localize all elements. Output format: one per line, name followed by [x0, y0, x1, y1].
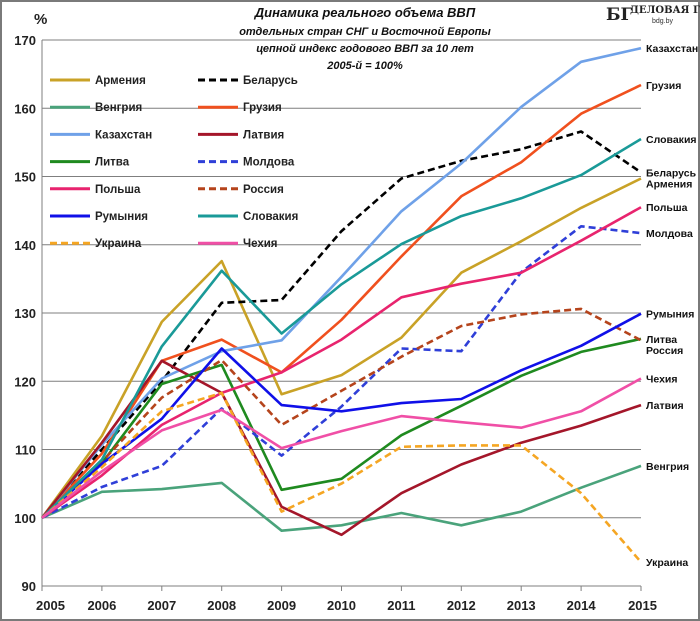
series-line-8: [41, 206, 642, 519]
y-tick-label-170: 170: [14, 33, 36, 48]
y-tick-label-150: 150: [14, 170, 36, 185]
logo-url: bdg.by: [652, 18, 674, 25]
series-line-5: [40, 359, 642, 537]
x-tick-labels: 2005 2006 2007 2008 2009 2010 2011 2012 2013 2014…: [36, 598, 657, 613]
series-end-label-4: Казахстан: [646, 43, 698, 55]
series-lines: [40, 46, 642, 563]
legend-label-11: Словакия: [243, 211, 298, 223]
x-tick-label-2012: 2012: [447, 598, 476, 613]
series-end-label-8: Польша: [646, 202, 688, 214]
legend-label-5: Латвия: [243, 129, 284, 141]
y-axis-unit-label: %: [34, 11, 47, 28]
legend-label-6: Литва: [95, 157, 130, 169]
gridlines: [42, 39, 641, 587]
series-end-label-12: Украина: [646, 557, 688, 569]
y-tick-label-110: 110: [15, 443, 36, 458]
series-line-12: [41, 391, 642, 563]
chart-title: Динамика реального объема ВВП: [254, 5, 476, 20]
series-end-label-6: Литва: [646, 334, 677, 346]
series-end-label-1: Беларусь: [646, 167, 697, 179]
series-end-label-13: Чехия: [646, 374, 678, 386]
series-end-label-9: Россия: [646, 345, 683, 357]
series-line-9: [41, 307, 642, 519]
legend-label-2: Венгрия: [95, 102, 142, 114]
series-line-13: [41, 377, 642, 519]
legend-label-12: Украина: [95, 238, 142, 250]
x-tick-label-2006: 2006: [87, 598, 116, 613]
x-tick-label-2009: 2009: [267, 598, 296, 613]
y-tick-labels: 90 100 110 120 130 140 150 160 170: [14, 33, 36, 594]
legend-label-9: Россия: [243, 184, 284, 196]
series-end-label-2: Венгрия: [646, 461, 689, 473]
x-tick-label-2008: 2008: [207, 598, 236, 613]
series-line-6: [41, 337, 642, 519]
y-tick-label-120: 120: [14, 374, 36, 389]
series-line-1: [41, 130, 642, 519]
legend: Армения Беларусь Венгрия Грузия Казахстан Лат…: [50, 75, 298, 250]
x-tick-label-2010: 2010: [327, 598, 356, 613]
publisher-logo: БГ ДЕЛОВАЯ ГАЗЕТА bdg.by: [606, 5, 700, 25]
x-tick-label-2013: 2013: [507, 598, 536, 613]
series-end-label-11: Словакия: [646, 134, 697, 146]
legend-label-4: Казахстан: [95, 129, 152, 141]
axes: [41, 40, 642, 591]
legend-label-7: Молдова: [243, 157, 295, 169]
series-line-11: [41, 137, 642, 519]
series-line-0: [40, 177, 642, 519]
chart-subtitle-line-2: цепной индекс годового ВВП за 10 лет: [256, 43, 474, 55]
x-tick-label-2005: 2005: [36, 598, 65, 613]
series-end-label-7: Молдова: [646, 228, 693, 240]
y-tick-label-160: 160: [14, 101, 36, 116]
x-tick-label-2011: 2011: [387, 598, 415, 613]
series-end-label-5: Латвия: [646, 400, 684, 412]
series-line-3: [41, 83, 642, 519]
series-line-2: [41, 464, 642, 533]
chart-subtitle-line-3: 2005-й = 100%: [326, 60, 403, 72]
legend-label-1: Беларусь: [243, 75, 298, 87]
legend-label-13: Чехия: [243, 238, 278, 250]
series-end-label-10: Румыния: [646, 309, 694, 321]
x-tick-label-2007: 2007: [147, 598, 176, 613]
legend-label-0: Армения: [95, 75, 146, 87]
legend-label-3: Грузия: [243, 102, 282, 114]
series-end-label-0: Армения: [646, 178, 692, 190]
series-line-4: [40, 46, 642, 519]
y-tick-label-100: 100: [14, 511, 36, 526]
y-tick-label-90: 90: [22, 579, 36, 594]
series-end-label-3: Грузия: [646, 80, 681, 92]
x-tick-label-2015: 2015: [628, 598, 657, 613]
logo-mark: БГ: [606, 5, 633, 25]
legend-label-10: Румыния: [95, 211, 148, 223]
x-tick-label-2014: 2014: [567, 598, 597, 613]
y-tick-label-140: 140: [14, 238, 36, 253]
legend-label-8: Польша: [95, 184, 141, 196]
y-tick-label-130: 130: [14, 306, 36, 321]
chart-subtitle-line-1: отдельных стран СНГ и Восточной Европы: [239, 26, 491, 38]
series-line-10: [41, 312, 642, 519]
logo-name: ДЕЛОВАЯ ГАЗЕТА: [630, 5, 700, 16]
series-line-7: [41, 225, 642, 519]
